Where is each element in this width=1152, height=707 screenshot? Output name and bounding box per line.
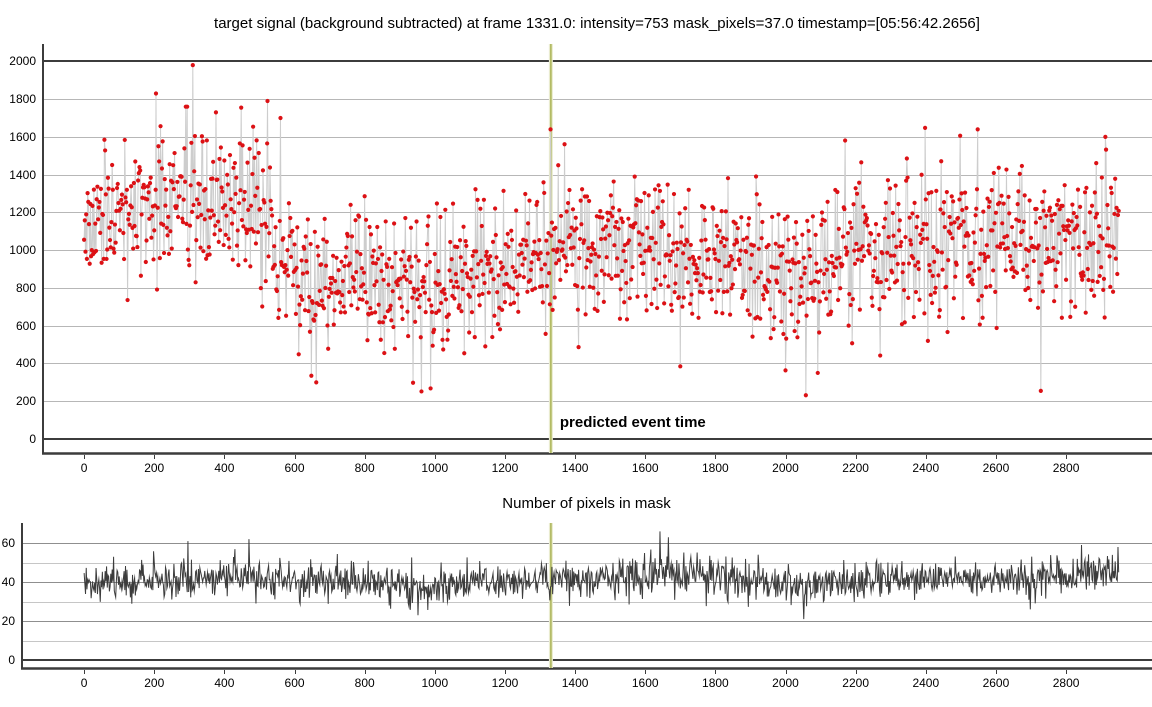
x-tick-label: 2200 xyxy=(842,461,869,475)
y-tick-label: 2000 xyxy=(9,54,36,69)
x-tick-label: 400 xyxy=(214,676,235,690)
signal-chart-title: target signal (background subtracted) at… xyxy=(214,15,980,32)
y-tick-label: 1400 xyxy=(9,167,36,182)
x-tick-label: 2800 xyxy=(1052,461,1080,475)
x-tick-label: 1600 xyxy=(631,461,659,475)
x-tick-label: 200 xyxy=(144,461,165,475)
y-tick-label: 60 xyxy=(1,536,15,551)
x-tick-label: 600 xyxy=(284,461,305,475)
y-tick-label: 0 xyxy=(8,653,15,667)
x-tick-label: 1000 xyxy=(421,676,449,690)
y-tick-label: 800 xyxy=(15,280,36,295)
x-tick-label: 800 xyxy=(354,676,375,690)
y-tick-label: 600 xyxy=(15,318,36,333)
x-tick-label: 0 xyxy=(80,461,88,475)
x-tick-label: 1000 xyxy=(421,461,449,475)
x-tick-label: 1200 xyxy=(491,676,519,690)
x-tick-label: 0 xyxy=(80,676,88,690)
x-tick-label: 1800 xyxy=(702,461,729,475)
x-tick-label: 1400 xyxy=(561,461,589,475)
x-tick-label: 1400 xyxy=(561,676,589,690)
x-tick-label: 800 xyxy=(354,461,375,475)
y-tick-label: 1600 xyxy=(9,129,36,144)
x-tick-label: 2400 xyxy=(912,676,940,690)
x-tick-label: 2600 xyxy=(982,461,1010,475)
y-tick-label: 1000 xyxy=(9,243,36,258)
x-tick-label: 1600 xyxy=(631,676,659,690)
x-tick-label: 1800 xyxy=(702,676,729,690)
x-tick-label: 2600 xyxy=(982,676,1010,690)
x-tick-label: 2400 xyxy=(912,461,940,475)
y-tick-label: 1200 xyxy=(9,205,36,220)
y-tick-label: 0 xyxy=(29,432,36,447)
mask-chart-title: Number of pixels in mask xyxy=(502,495,671,512)
x-tick-label: 2800 xyxy=(1052,676,1080,690)
y-tick-label: 40 xyxy=(1,575,15,590)
y-tick-label: 1800 xyxy=(9,92,36,107)
x-tick-label: 600 xyxy=(284,676,305,690)
x-tick-label: 200 xyxy=(144,676,165,690)
x-tick-label: 1200 xyxy=(491,461,519,475)
y-tick-label: 200 xyxy=(15,394,36,409)
x-tick-label: 2000 xyxy=(772,461,799,475)
x-tick-label: 2000 xyxy=(772,676,799,690)
y-tick-label: 400 xyxy=(15,356,36,371)
x-tick-label: 400 xyxy=(214,461,235,475)
y-tick-label: 20 xyxy=(1,614,15,629)
predicted-event-time-label: predicted event time xyxy=(559,414,706,431)
x-tick-label: 2200 xyxy=(842,676,869,690)
